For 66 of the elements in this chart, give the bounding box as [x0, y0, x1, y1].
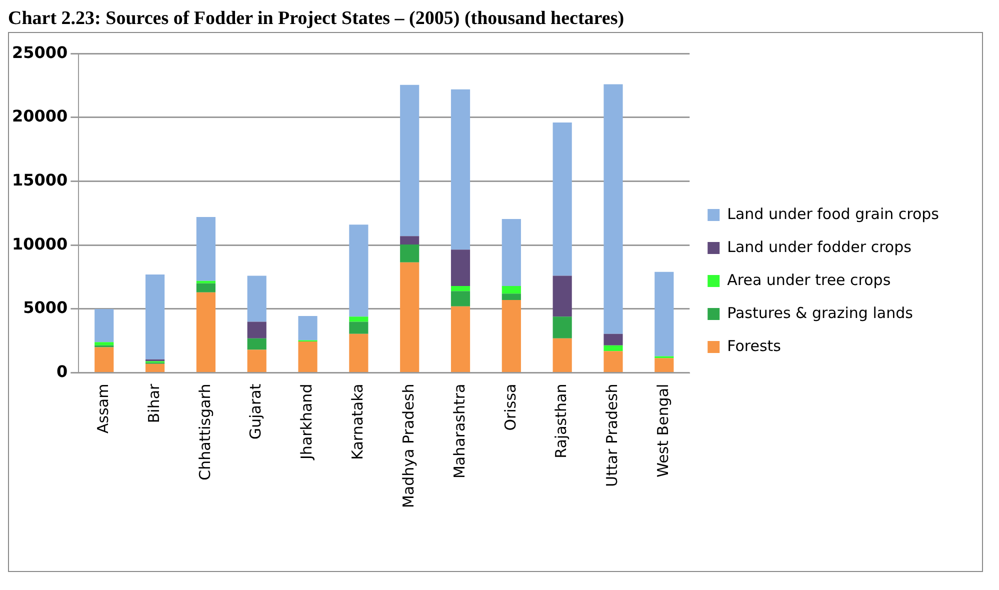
bar [604, 351, 623, 372]
bar [604, 84, 623, 334]
legend-label: Forests [727, 336, 782, 355]
x-tick-label: Orissa [501, 384, 520, 431]
bar [247, 338, 266, 350]
x-tick-label: Gujarat [246, 384, 265, 440]
bar [450, 89, 470, 250]
x-tick-label: Bihar [144, 382, 163, 424]
bar [400, 244, 420, 262]
bar [450, 286, 470, 292]
x-tick-label: Jharkhand [298, 384, 316, 460]
y-tick-label: 5000 [23, 298, 68, 318]
y-tick-label: 10000 [12, 234, 68, 254]
bar [247, 350, 266, 372]
bar [94, 342, 114, 346]
bar [604, 334, 623, 346]
bar [552, 316, 572, 338]
bar [196, 283, 216, 292]
bar [145, 274, 165, 360]
bar [94, 347, 114, 372]
bar [349, 334, 368, 372]
x-tick-label: Uttar Pradesh [603, 384, 622, 487]
x-tick-label: Rajasthan [552, 384, 570, 458]
bar [502, 218, 521, 286]
legend-label: Land under fodder crops [727, 238, 912, 256]
bar [400, 262, 420, 372]
x-tick-label: West Bengal [654, 384, 672, 478]
bar [196, 292, 216, 372]
x-tick-label: Chhattisgarh [196, 384, 214, 480]
bar [349, 316, 368, 322]
y-tick-label: 25000 [12, 42, 68, 62]
bar [450, 306, 470, 372]
bar [400, 236, 420, 244]
bar [450, 250, 470, 286]
legend-label: Area under tree crops [727, 270, 891, 289]
bar [552, 122, 572, 276]
bar [552, 338, 572, 372]
x-tick-label: Karnataka [348, 384, 367, 460]
y-tick-label: 20000 [12, 106, 68, 126]
x-tick-label: Assam [94, 384, 112, 434]
bar [247, 276, 266, 322]
bar [400, 84, 420, 236]
bar [145, 364, 165, 372]
chart-title: Chart 2.23: Sources of Fodder in Project States – (2005) (thousand hectares) [8, 8, 626, 31]
bar [654, 272, 674, 356]
bar [654, 358, 674, 372]
bar [94, 308, 114, 342]
bar [298, 342, 318, 372]
bar [604, 345, 623, 352]
y-tick-label: 15000 [12, 170, 68, 190]
x-tick-label: Maharashtra [450, 384, 468, 479]
bar [349, 224, 368, 317]
bar [552, 276, 572, 317]
bar [298, 316, 318, 340]
bar [349, 322, 368, 334]
bar [450, 291, 470, 306]
bar [196, 280, 216, 284]
legend-label: Pastures & grazing lands [727, 304, 914, 322]
y-tick-label: 0 [56, 362, 68, 381]
bar [502, 300, 521, 372]
bar [502, 286, 521, 294]
bar [247, 322, 266, 338]
legend-label: Land under food grain crops [727, 204, 940, 223]
bar [196, 217, 216, 281]
x-tick-label: Madhya Pradesh [399, 384, 418, 508]
bar [502, 294, 521, 300]
